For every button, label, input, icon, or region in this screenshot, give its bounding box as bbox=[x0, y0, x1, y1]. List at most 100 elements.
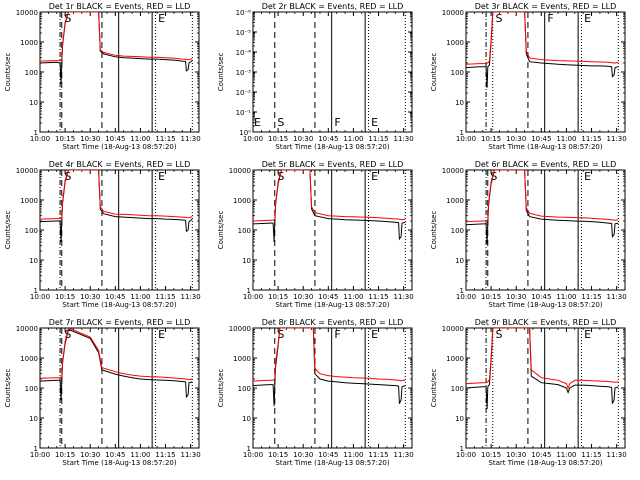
series-group bbox=[40, 328, 193, 400]
y-tick-label: 10 bbox=[29, 257, 38, 265]
series-group bbox=[40, 170, 193, 242]
y-tick-label: 100 bbox=[25, 227, 38, 235]
y-tick-label: 1 bbox=[34, 287, 38, 295]
y-tick-label: 1000 bbox=[20, 197, 38, 205]
event-marker-letter: F bbox=[334, 328, 340, 341]
x-axis-label: Start Time (18-Aug-13 08:57:20) bbox=[62, 301, 176, 309]
x-tick-label: 10:00 bbox=[30, 135, 50, 143]
event-marker-letter: S bbox=[495, 328, 502, 341]
x-tick-label: 10:15 bbox=[268, 135, 288, 143]
y-tick-label: 10 bbox=[242, 257, 251, 265]
x-tick-label: 10:00 bbox=[30, 451, 50, 459]
plot-frame bbox=[465, 169, 626, 291]
y-axis-label: Counts/sec bbox=[217, 211, 225, 250]
x-tick-label: 11:00 bbox=[130, 451, 150, 459]
x-tick-label: 11:15 bbox=[581, 451, 601, 459]
lld-series-line bbox=[40, 12, 193, 62]
panel-1: Det 1r BLACK = Events, RED = LLD Counts/s… bbox=[4, 2, 201, 151]
y-tick-label: 100 bbox=[451, 385, 464, 393]
event-marker-letter: E bbox=[371, 328, 378, 341]
x-tick-label: 10:15 bbox=[481, 451, 501, 459]
x-tick-label: 10:45 bbox=[531, 135, 551, 143]
y-tick-label: 1 bbox=[460, 445, 464, 453]
x-tick-label: 10:30 bbox=[80, 135, 100, 143]
x-axis-label: Start Time (18-Aug-13 08:57:20) bbox=[488, 459, 602, 467]
y-axis-label: Counts/sec bbox=[430, 211, 438, 250]
x-tick-label: 11:15 bbox=[155, 451, 175, 459]
y-tick-label: 10000 bbox=[442, 167, 464, 175]
x-tick-label: 11:00 bbox=[556, 293, 576, 301]
event-marker-letter: E bbox=[584, 12, 591, 25]
series-group bbox=[253, 328, 406, 407]
y-tick-label: 10 bbox=[455, 415, 464, 423]
panel-title: Det 3r BLACK = Events, RED = LLD bbox=[475, 2, 617, 11]
x-tick-label: 11:00 bbox=[343, 293, 363, 301]
y-axis-label: Counts/sec bbox=[430, 369, 438, 408]
plot-frame bbox=[252, 327, 413, 449]
y-tick-label: 100 bbox=[25, 385, 38, 393]
x-tick-label: 10:00 bbox=[456, 135, 476, 143]
y-axis-label: Counts/sec bbox=[4, 53, 12, 92]
panel-title: Det 2r BLACK = Events, RED = LLD bbox=[262, 2, 404, 11]
panel-5: Det 5r BLACK = Events, RED = LLD Counts/s… bbox=[217, 160, 414, 309]
y-tick-label: 1 bbox=[247, 445, 251, 453]
lld-series-line bbox=[253, 328, 406, 382]
plot-frame bbox=[252, 169, 413, 291]
y-tick-label: 1000 bbox=[446, 39, 464, 47]
y-tick-label: 1 bbox=[460, 287, 464, 295]
panel-title: Det 6r BLACK = Events, RED = LLD bbox=[475, 160, 617, 169]
y-tick-label: 1 bbox=[34, 445, 38, 453]
panel-title: Det 9r BLACK = Events, RED = LLD bbox=[475, 318, 617, 327]
lld-series-line bbox=[466, 170, 619, 223]
lld-series-line bbox=[466, 328, 619, 390]
y-tick-label: 100 bbox=[238, 385, 251, 393]
x-tick-label: 11:15 bbox=[155, 293, 175, 301]
panel-4: Det 4r BLACK = Events, RED = LLD Counts/s… bbox=[4, 160, 201, 309]
y-tick-label: 10000 bbox=[229, 325, 251, 333]
x-tick-label: 10:45 bbox=[318, 451, 338, 459]
x-tick-label: 10:15 bbox=[55, 135, 75, 143]
x-tick-label: 11:30 bbox=[607, 451, 627, 459]
x-axis-label: Start Time (18-Aug-13 08:57:20) bbox=[275, 459, 389, 467]
x-tick-label: 10:45 bbox=[318, 293, 338, 301]
y-tick-label: 10⁻¹ bbox=[236, 109, 252, 117]
x-axis-label: Start Time (18-Aug-13 08:57:20) bbox=[62, 459, 176, 467]
x-tick-label: 10:00 bbox=[456, 451, 476, 459]
event-marker-letter: S bbox=[64, 328, 71, 341]
events-series-line bbox=[40, 12, 193, 84]
event-marker-letter: S bbox=[277, 328, 284, 341]
event-marker-letter: E bbox=[371, 116, 378, 129]
series-group bbox=[253, 170, 406, 242]
panel-8: Det 8r BLACK = Events, RED = LLD Counts/s… bbox=[217, 318, 414, 467]
panel-title: Det 7r BLACK = Events, RED = LLD bbox=[49, 318, 191, 327]
x-tick-label: 11:30 bbox=[181, 451, 201, 459]
x-tick-label: 11:15 bbox=[581, 135, 601, 143]
event-marker-letter: E bbox=[254, 116, 261, 129]
lld-series-line bbox=[40, 328, 193, 381]
y-axis-label: Counts/sec bbox=[217, 369, 225, 408]
x-tick-label: 11:15 bbox=[368, 293, 388, 301]
y-tick-label: 1 bbox=[34, 129, 38, 137]
x-axis-label: Start Time (18-Aug-13 08:57:20) bbox=[275, 143, 389, 151]
x-tick-label: 11:00 bbox=[130, 293, 150, 301]
y-axis-label: Counts/sec bbox=[4, 369, 12, 408]
x-tick-label: 11:30 bbox=[181, 135, 201, 143]
series-group bbox=[466, 12, 619, 88]
y-tick-label: 100 bbox=[451, 69, 464, 77]
panel-6: Det 6r BLACK = Events, RED = LLD Counts/s… bbox=[430, 160, 627, 309]
x-tick-label: 10:15 bbox=[481, 293, 501, 301]
y-tick-label: 10⁻³ bbox=[236, 69, 252, 77]
x-tick-label: 10:45 bbox=[531, 293, 551, 301]
x-tick-label: 10:30 bbox=[293, 451, 313, 459]
x-tick-label: 11:15 bbox=[368, 451, 388, 459]
x-tick-label: 10:45 bbox=[105, 451, 125, 459]
plot-frame bbox=[39, 327, 200, 449]
x-tick-label: 10:00 bbox=[456, 293, 476, 301]
series-group bbox=[466, 328, 619, 410]
panel-3: Det 3r BLACK = Events, RED = LLD Counts/s… bbox=[430, 2, 627, 151]
x-tick-label: 10:45 bbox=[531, 451, 551, 459]
event-marker-letter: S bbox=[490, 170, 497, 183]
x-axis-label: Start Time (18-Aug-13 08:57:20) bbox=[62, 143, 176, 151]
x-tick-label: 11:30 bbox=[607, 135, 627, 143]
x-tick-label: 11:15 bbox=[581, 293, 601, 301]
